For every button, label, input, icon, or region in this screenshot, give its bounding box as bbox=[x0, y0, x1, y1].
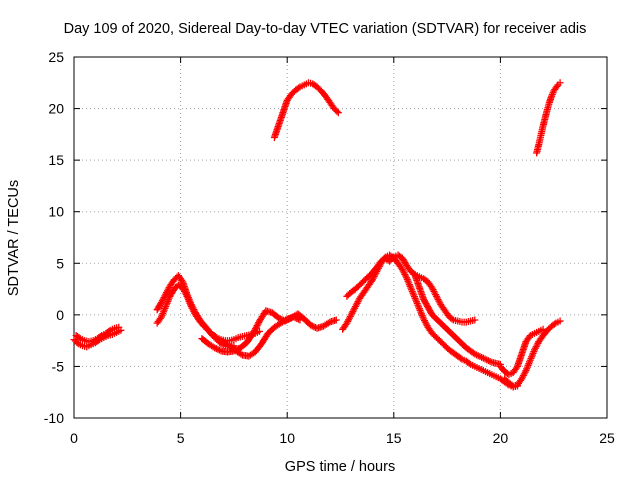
data-point bbox=[249, 329, 257, 337]
data-point-interp bbox=[211, 333, 219, 341]
series-arc-4 bbox=[270, 79, 342, 141]
data-point-interp bbox=[178, 276, 186, 284]
data-point-interp bbox=[250, 328, 258, 336]
data-point bbox=[290, 313, 298, 321]
y-tick-label: -5 bbox=[52, 358, 65, 374]
y-tick-label: 20 bbox=[48, 101, 64, 117]
x-tick-label: 0 bbox=[70, 430, 78, 446]
series-arc-1b bbox=[72, 323, 123, 346]
data-point-interp bbox=[553, 82, 561, 90]
series-arc-5c bbox=[411, 272, 504, 368]
data-point bbox=[334, 109, 342, 117]
y-tick-label: 15 bbox=[48, 152, 64, 168]
data-point-interp bbox=[73, 338, 81, 346]
data-point-interp bbox=[310, 323, 318, 331]
data-point-interp bbox=[465, 359, 473, 367]
data-point-interp bbox=[212, 345, 220, 353]
y-tick-label: 5 bbox=[56, 255, 64, 271]
data-point-interp bbox=[388, 254, 396, 262]
data-point-interp bbox=[324, 319, 332, 327]
data-point bbox=[539, 325, 547, 333]
data-point-interp bbox=[295, 84, 303, 92]
data-point-interp bbox=[550, 320, 558, 328]
x-tick-label: 15 bbox=[386, 430, 402, 446]
data-point bbox=[332, 316, 340, 324]
data-point-interp bbox=[402, 272, 410, 280]
y-tick-label: -10 bbox=[44, 410, 64, 426]
data-point-interp bbox=[294, 315, 302, 323]
y-tick-label: 0 bbox=[56, 307, 64, 323]
data-point-interp bbox=[237, 350, 245, 358]
series-arc-6b bbox=[496, 325, 547, 379]
data-point bbox=[556, 79, 564, 87]
series-arc-3b bbox=[219, 313, 304, 360]
data-point-interp bbox=[457, 354, 465, 362]
data-point-interp bbox=[216, 346, 224, 354]
data-point bbox=[211, 344, 219, 352]
data-point-interp bbox=[333, 107, 341, 115]
data-point-interp bbox=[512, 364, 520, 372]
data-point-interp bbox=[253, 322, 261, 330]
plot-frame bbox=[73, 56, 608, 419]
data-point-interp bbox=[251, 325, 259, 333]
data-point-interp bbox=[293, 314, 301, 322]
data-point-interp bbox=[251, 326, 259, 334]
data-point-interp bbox=[96, 333, 104, 341]
data-point bbox=[275, 314, 283, 322]
chart-title: Day 109 of 2020, Sidereal Day-to-day VTE… bbox=[64, 21, 587, 37]
data-point-interp bbox=[254, 320, 262, 328]
x-axis-title: GPS time / hours bbox=[285, 459, 395, 475]
series-arc-6 bbox=[501, 317, 564, 390]
x-tick-label: 5 bbox=[177, 430, 185, 446]
data-points bbox=[70, 79, 564, 391]
data-point-interp bbox=[105, 327, 113, 335]
x-tick-label: 20 bbox=[493, 430, 509, 446]
series-arc-7 bbox=[533, 79, 564, 157]
data-point-interp bbox=[214, 345, 222, 353]
data-point-interp bbox=[291, 314, 299, 322]
x-tick-label: 10 bbox=[279, 430, 295, 446]
data-point bbox=[296, 316, 304, 324]
y-tick-label: 25 bbox=[48, 49, 64, 65]
data-point bbox=[115, 323, 123, 331]
series-arc-5 bbox=[339, 251, 521, 391]
data-point-interp bbox=[75, 334, 83, 342]
data-point-interp bbox=[182, 291, 190, 299]
series-arc-5b bbox=[343, 251, 479, 326]
data-point bbox=[471, 316, 479, 324]
data-point bbox=[556, 317, 564, 325]
data-point-interp bbox=[521, 368, 529, 376]
data-point-interp bbox=[308, 322, 316, 330]
data-point-interp bbox=[282, 316, 290, 324]
data-point-interp bbox=[252, 323, 260, 331]
x-tick-label: 25 bbox=[599, 430, 615, 446]
y-tick-label: 10 bbox=[48, 204, 64, 220]
data-point bbox=[307, 321, 315, 329]
axis-ticks: 0 5 10 15 20 25 -10 -5 0 5 10 15 20 25 bbox=[44, 49, 615, 446]
data-point-interp bbox=[448, 315, 456, 323]
y-axis-title: SDTVAR / TECUs bbox=[6, 180, 22, 296]
